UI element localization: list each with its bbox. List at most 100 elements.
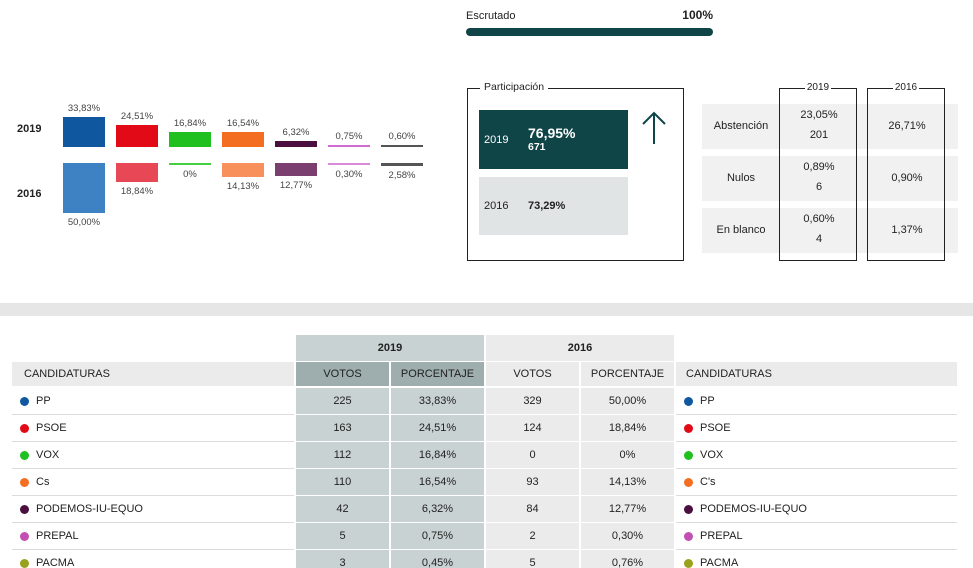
candidatura-2016-cell: PREPAL <box>676 523 957 549</box>
porcentaje-2019-cell: 16,84% <box>391 442 484 468</box>
porcentaje-2019-cell: 33,83% <box>391 388 484 414</box>
year-2016-header: 2016 <box>486 335 674 361</box>
party-name-2016: PREPAL <box>700 530 743 542</box>
table-row: PP 225 33,83% 329 50,00% PP <box>12 388 957 415</box>
bar-2019 <box>381 145 423 147</box>
party-name: PACMA <box>36 557 75 568</box>
party-name: PSOE <box>36 422 67 434</box>
blanco-2019-pct: 0,60% <box>803 213 835 225</box>
candidatura-cell: VOX <box>12 442 294 468</box>
abstencion-2019-header: 2019 <box>804 82 832 93</box>
nulos-2019-pct: 0,89% <box>803 161 835 173</box>
party-color-dot <box>20 477 29 487</box>
nulos-label: Nulos <box>726 172 756 184</box>
abstencion-label: Abstención <box>713 120 769 132</box>
abstencion-2019-pct: 23,05% <box>800 109 838 121</box>
votos-2019-cell: 5 <box>296 523 389 549</box>
abstencion-2016-column: 2016 26,71% 0,90% 1,37% <box>867 82 945 261</box>
bar-label-2016: 18,84% <box>120 185 154 197</box>
abstencion-table: Abstención Nulos En blanco 2019 23,05% 2… <box>702 82 958 261</box>
porcentaje-2016-header: PORCENTAJE <box>581 362 674 386</box>
results-bar-chart: 2019 2016 33,83% 50,00% 24,51% 18,84% 16,84%… <box>0 90 440 240</box>
bar-label-2016: 0% <box>183 169 197 180</box>
candidatura-2016-cell: PODEMOS-IU-EQUO <box>676 496 957 522</box>
votos-2019-cell: 225 <box>296 388 389 414</box>
escrutado-value: 100% <box>682 8 713 22</box>
bar-2016 <box>381 163 423 166</box>
party-name: PREPAL <box>36 530 79 542</box>
party-name-2016: PSOE <box>700 422 731 434</box>
candidatura-cell: Cs <box>12 469 294 495</box>
bar-label-2016: 50,00% <box>67 217 101 228</box>
bar-2016 <box>116 163 158 182</box>
party-name-2016: VOX <box>700 449 724 461</box>
party-color-dot <box>20 504 29 514</box>
participacion-2019-count: 671 <box>528 141 546 153</box>
candidatura-cell: PSOE <box>12 415 294 441</box>
row-divider <box>676 441 957 442</box>
bar-2019 <box>169 132 211 147</box>
bar-2019 <box>275 141 317 147</box>
votos-2019-cell: 110 <box>296 469 389 495</box>
bar-label-2016: 12,77% <box>279 179 313 191</box>
bar-2019 <box>116 125 158 147</box>
bar-label-2019: 0,75% <box>335 131 363 142</box>
participacion-2016-year: 2016 <box>484 200 509 212</box>
bar-label-2016: 14,13% <box>226 181 260 193</box>
table-row: PODEMOS-IU-EQUO 42 6,32% 84 12,77% PODEMOS-IU… <box>12 496 957 523</box>
bar-2019 <box>328 145 370 147</box>
porcentaje-2016-cell: 14,13% <box>581 469 674 495</box>
year-2019-header: 2019 <box>296 335 484 361</box>
porcentaje-2016-cell: 0,76% <box>581 550 674 568</box>
porcentaje-2016-cell: 50,00% <box>581 388 674 414</box>
votos-2016-cell: 5 <box>486 550 579 568</box>
party-color-dot <box>684 450 693 460</box>
porcentaje-2019-cell: 24,51% <box>391 415 484 441</box>
candidatura-cell: PODEMOS-IU-EQUO <box>12 496 294 522</box>
abstencion-2016-header: 2016 <box>892 82 920 93</box>
blanco-2016-value: 1,37% <box>891 224 923 236</box>
bar-2016 <box>328 163 370 165</box>
blanco-row-bg <box>702 208 958 253</box>
chart-column-pacma: 0,60% 2,58% <box>381 90 423 240</box>
candidatura-2016-cell: VOX <box>676 442 957 468</box>
party-color-dot <box>20 531 29 541</box>
party-color-dot <box>684 504 693 514</box>
chart-column-vox: 16,84% 0% <box>169 90 211 240</box>
nulos-row-bg <box>702 156 958 201</box>
blanco-label: En blanco <box>716 224 766 236</box>
abstencion-2019-count: 201 <box>809 129 829 141</box>
bar-label-2019: 33,83% <box>67 103 101 114</box>
party-name: VOX <box>36 449 60 461</box>
table-row: PACMA 3 0,45% 5 0,76% PACMA <box>12 550 957 568</box>
votos-2019-header: VOTOS <box>296 362 389 386</box>
chart-column-podemos-iu-equo: 6,32% 12,77% <box>275 90 317 240</box>
row-divider <box>12 468 294 469</box>
candidatura-cell: PREPAL <box>12 523 294 549</box>
participacion-2016-box: 2016 73,29% <box>479 177 628 235</box>
votos-2016-cell: 124 <box>486 415 579 441</box>
row-divider <box>676 495 957 496</box>
row-divider <box>12 549 294 550</box>
party-color-dot <box>684 477 693 487</box>
votos-2019-cell: 3 <box>296 550 389 568</box>
party-color-dot <box>684 558 693 568</box>
party-color-dot <box>20 558 29 568</box>
chart-year-2019: 2019 <box>17 123 42 135</box>
bar-2016 <box>169 163 211 165</box>
table-row: PSOE 163 24,51% 124 18,84% PSOE <box>12 415 957 442</box>
row-divider <box>12 522 294 523</box>
chart-column-psoe: 24,51% 18,84% <box>116 90 158 240</box>
bar-2016 <box>63 163 105 213</box>
abstencion-row-bg <box>702 104 958 149</box>
participacion-2019-pct: 76,95% <box>528 125 576 141</box>
votos-2016-cell: 84 <box>486 496 579 522</box>
bar-label-2019: 24,51% <box>120 111 154 123</box>
votos-2016-cell: 2 <box>486 523 579 549</box>
party-color-dot <box>684 396 693 406</box>
votos-2016-header: VOTOS <box>486 362 579 386</box>
row-divider <box>676 549 957 550</box>
participacion-2019-year: 2019 <box>484 133 509 146</box>
candidatura-2016-cell: C's <box>676 469 957 495</box>
table-row: PREPAL 5 0,75% 2 0,30% PREPAL <box>12 523 957 550</box>
